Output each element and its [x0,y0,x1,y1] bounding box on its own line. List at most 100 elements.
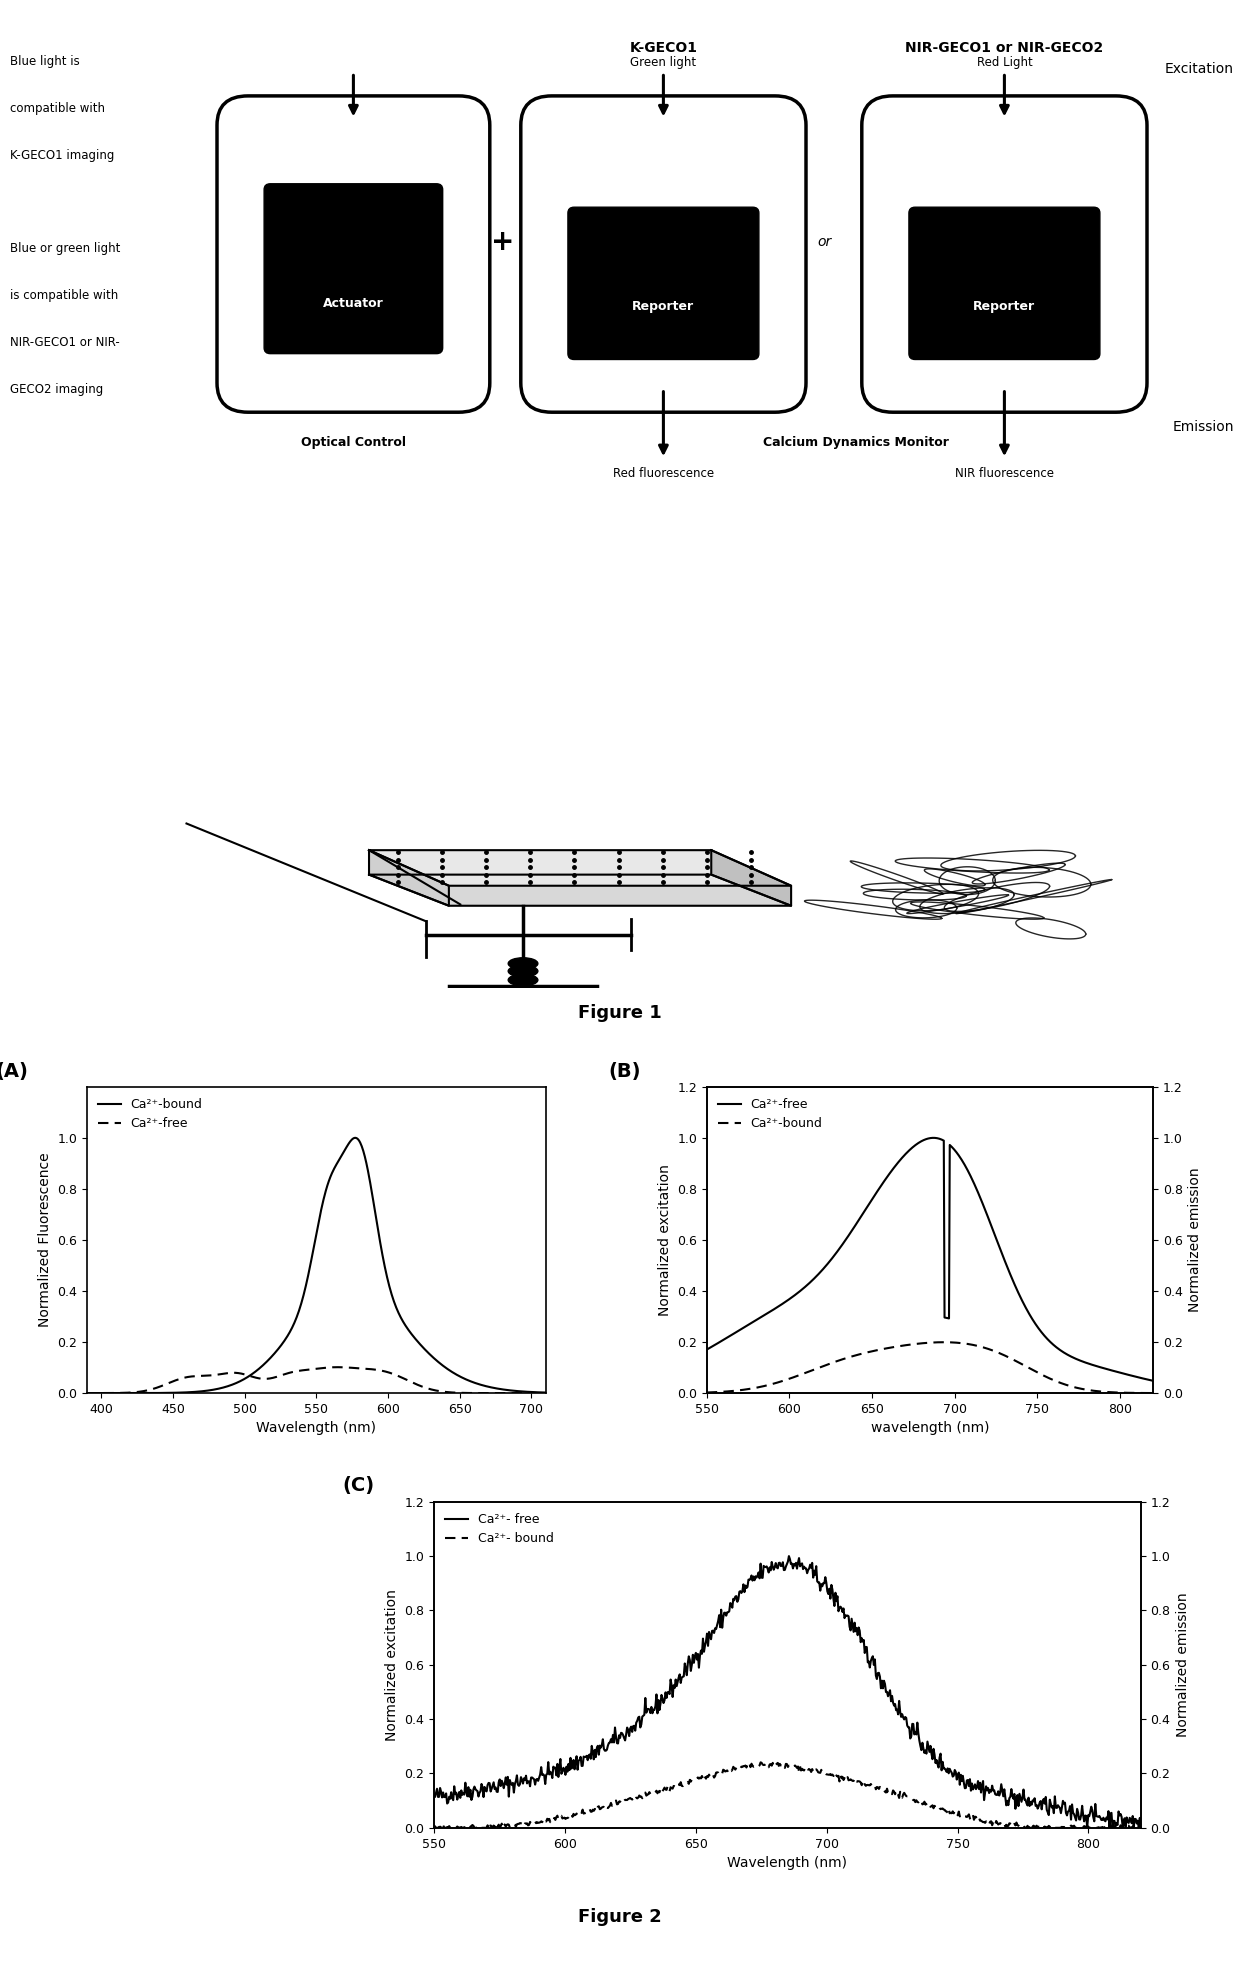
Line: Ca²⁺-free: Ca²⁺-free [87,1367,546,1393]
Ca²⁺- bound [1133,1816,1148,1840]
FancyBboxPatch shape [521,97,806,413]
Polygon shape [370,875,791,905]
Ca²⁺-free [79,1381,94,1405]
Text: NIR-GECO1 or NIR-: NIR-GECO1 or NIR- [10,336,120,350]
Line: Ca²⁺-free: Ca²⁺-free [707,1138,1153,1381]
Ca²⁺-free [330,1356,345,1379]
Ca²⁺-bound [936,1330,951,1354]
Ca²⁺- bound [427,1816,441,1840]
Ca²⁺- free [1102,1816,1117,1840]
Polygon shape [712,850,791,905]
Ca²⁺-free [197,1363,212,1387]
Text: K-GECO1: K-GECO1 [630,41,697,55]
Ca²⁺- free [977,1780,992,1804]
Text: Blue light is: Blue light is [10,55,79,67]
Y-axis label: Normalized emission: Normalized emission [1176,1593,1190,1737]
Ca²⁺-free [286,1359,301,1383]
Text: Emission: Emission [1172,421,1234,435]
Ca²⁺-bound [79,1381,94,1405]
Y-axis label: Normalized excitation: Normalized excitation [384,1589,399,1741]
Ca²⁺-bound [901,1334,916,1358]
Text: Excitation: Excitation [1164,61,1234,75]
Ca²⁺-bound [347,1126,362,1150]
Text: K-GECO1 imaging: K-GECO1 imaging [10,148,114,162]
Ca²⁺-free [815,1259,830,1282]
Ca²⁺-free [699,1338,714,1361]
Ca²⁺-bound [538,1381,553,1405]
Legend: Ca²⁺-free, Ca²⁺-bound: Ca²⁺-free, Ca²⁺-bound [713,1093,827,1136]
Ca²⁺-free [351,1356,366,1379]
Y-axis label: Normalized excitation: Normalized excitation [657,1164,672,1316]
X-axis label: Wavelength (nm): Wavelength (nm) [257,1421,376,1435]
X-axis label: wavelength (nm): wavelength (nm) [870,1421,990,1435]
Text: Red Light: Red Light [977,55,1032,69]
Ca²⁺- free [892,1689,906,1713]
Text: +: + [491,229,513,257]
Ca²⁺-free [425,1377,440,1401]
Text: is compatible with: is compatible with [10,288,118,302]
Ca²⁺-free [1146,1369,1161,1393]
Ca²⁺- free [781,1545,796,1569]
Text: Reporter: Reporter [973,300,1035,314]
Ca²⁺-free [1037,1324,1052,1348]
Ca²⁺-free [901,1138,916,1162]
Ca²⁺-bound [1037,1363,1052,1387]
Ca²⁺-free [538,1381,553,1405]
Text: Green light: Green light [630,55,697,69]
Ca²⁺- bound [650,1782,665,1806]
Line: Ca²⁺-bound: Ca²⁺-bound [707,1342,1153,1393]
Ca²⁺-free [779,1290,794,1314]
Ca²⁺- bound [892,1786,906,1810]
Polygon shape [370,850,449,905]
Ca²⁺-free [963,1164,978,1188]
Text: Optical Control: Optical Control [301,435,405,449]
Text: NIR-GECO1 or NIR-GECO2: NIR-GECO1 or NIR-GECO2 [905,41,1104,55]
Text: Figure 2: Figure 2 [578,1907,662,1927]
Text: (B): (B) [609,1063,641,1081]
Line: Ca²⁺- free: Ca²⁺- free [434,1557,1141,1828]
Ca²⁺-bound [197,1379,212,1403]
Ca²⁺- free [650,1701,665,1725]
Polygon shape [370,850,791,885]
Text: Red fluorescence: Red fluorescence [613,466,714,480]
Ca²⁺-bound [779,1367,794,1391]
Text: Blue or green light: Blue or green light [10,243,120,255]
Ca²⁺-bound [1146,1381,1161,1405]
Ca²⁺-bound [425,1346,440,1369]
Ca²⁺-bound [963,1332,978,1356]
Circle shape [508,966,538,976]
X-axis label: Wavelength (nm): Wavelength (nm) [728,1855,847,1869]
Ca²⁺-free [160,1371,175,1395]
Text: or: or [817,235,832,249]
Circle shape [508,974,538,986]
Text: compatible with: compatible with [10,103,105,115]
Circle shape [508,958,538,970]
Text: Figure 1: Figure 1 [578,1004,662,1022]
Ca²⁺- bound [977,1812,992,1836]
Ca²⁺- bound [599,1796,614,1820]
Ca²⁺-bound [387,1290,402,1314]
Line: Ca²⁺-bound: Ca²⁺-bound [87,1138,546,1393]
Legend: Ca²⁺-bound, Ca²⁺-free: Ca²⁺-bound, Ca²⁺-free [93,1093,207,1136]
FancyBboxPatch shape [217,97,490,413]
Ca²⁺- free [599,1737,614,1761]
Ca²⁺-bound [815,1356,830,1379]
Y-axis label: Normalized Fluorescence: Normalized Fluorescence [37,1152,52,1328]
Ca²⁺-bound [160,1381,175,1405]
FancyBboxPatch shape [568,207,759,360]
Line: Ca²⁺- bound: Ca²⁺- bound [434,1763,1141,1828]
Ca²⁺-bound [998,1344,1013,1367]
Legend: Ca²⁺- free, Ca²⁺- bound: Ca²⁺- free, Ca²⁺- bound [440,1508,559,1551]
Ca²⁺- bound [626,1786,641,1810]
Text: (C): (C) [342,1476,374,1494]
FancyBboxPatch shape [264,184,443,354]
Ca²⁺- free [626,1715,641,1739]
Ca²⁺-free [998,1251,1013,1275]
Ca²⁺-bound [699,1381,714,1405]
Ca²⁺- free [1065,1792,1080,1816]
Ca²⁺- free [1133,1812,1148,1836]
Ca²⁺- free [427,1782,441,1806]
Text: Calcium Dynamics Monitor: Calcium Dynamics Monitor [763,435,949,449]
Ca²⁺-free [926,1126,941,1150]
Y-axis label: Normalized emission: Normalized emission [1188,1168,1203,1312]
